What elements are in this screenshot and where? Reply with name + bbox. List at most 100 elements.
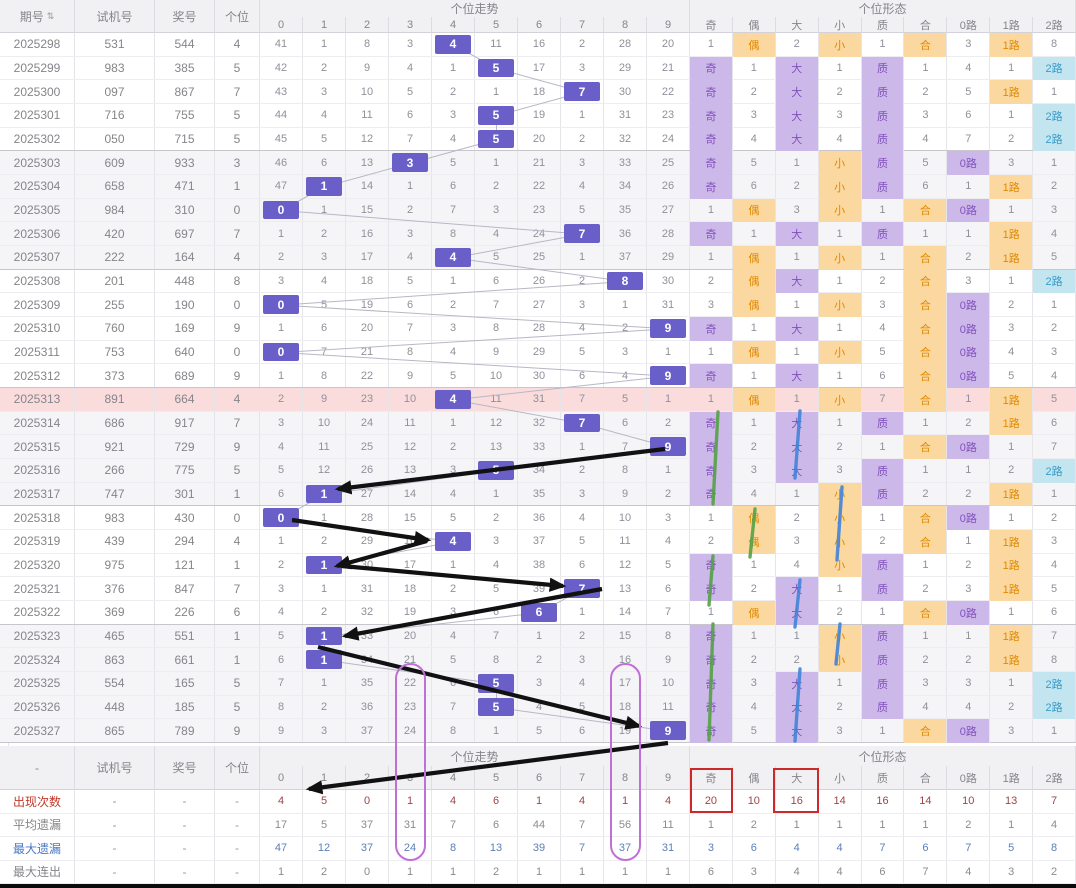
trend-cell [647,435,690,458]
pattern-active-cell: 0路 [947,151,991,175]
summary-trend-value: 31 [389,813,432,836]
pattern-active-cell: 大 [775,364,819,388]
summary-pattern-value: 1 [990,813,1034,836]
period-column-header[interactable]: 期号 ⇅ [0,0,75,33]
trend-highlight-cell: 1 [306,555,342,575]
trend-cell: 18 [346,269,389,293]
trend-cell: 5 [561,695,604,719]
summary-pattern-col-header: 2路 [1033,766,1076,790]
trend-cell: 2 [561,33,604,56]
table-row: 2025327 865 789 9 9 3 37 24 8 1 5 6 19 奇 5 大 3 1 合 0路 3 1 [0,719,1076,743]
prize-number-cell: 385 [155,56,215,80]
trend-cell: 24 [346,411,389,435]
trend-cell: 2 [561,127,604,151]
period-cell: 2025326 [0,695,75,719]
summary-corner-header: - [0,746,75,790]
summary-pattern-value: 10 [733,790,776,813]
pattern-active-cell: 大 [775,104,819,128]
pattern-active-cell: 1路 [990,246,1034,270]
pattern-cell: 1 [862,198,905,222]
trend-cell: 11 [647,695,690,719]
trend-cell: 5 [432,364,475,387]
pattern-cell: 1 [690,506,733,529]
trend-cell: 6 [389,104,432,127]
trend-cell: 11 [604,530,647,553]
pattern-active-cell: 大 [775,695,819,720]
prize-number-cell: 640 [155,340,215,364]
pattern-cell: 4 [862,317,905,340]
summary-pattern-value: 1 [776,813,819,836]
trend-cell: 31 [346,577,389,600]
trend-cell: 4 [260,435,303,458]
pattern-active-cell: 偶 [732,601,776,625]
pattern-active-cell: 2路 [1033,104,1076,128]
pattern-active-cell: 0路 [947,340,991,365]
pattern-cell: 2 [776,648,819,671]
pattern-cell: 1 [690,198,733,222]
trend-cell: 3 [475,530,518,553]
trend-cell: 22 [647,80,690,103]
summary-trend-value: 8 [432,837,475,860]
pattern-active-cell: 奇 [690,435,733,459]
pattern-cell: 2 [990,459,1034,482]
summary-pattern-value: 3 [990,860,1034,883]
summary-pattern-value: 1 [819,813,862,836]
trend-cell [561,222,604,245]
trend-cell: 5 [389,269,432,293]
pattern-active-cell: 2路 [1033,269,1076,294]
trend-cell: 27 [346,482,389,506]
trend-cell: 1 [432,411,475,435]
summary-row: 最大连出 - - -1 2 0 1 1 2 1 1 1 1 6 3 4 4 6 7 4 3 2 [0,860,1076,884]
trend-cell: 30 [518,364,561,387]
trend-col-header: 6 [518,17,561,33]
pattern-active-cell: 奇 [690,317,733,341]
pattern-active-cell: 1路 [990,175,1034,199]
pattern-active-cell: 合 [904,246,948,270]
trend-cell: 5 [647,553,690,577]
pattern-cell: 3 [904,672,948,695]
trend-cell: 3 [561,648,604,671]
trend-cell: 12 [604,553,647,577]
pattern-cell: 1 [1033,719,1076,742]
summary-pattern-value: 6 [690,860,733,883]
pattern-active-cell: 质 [861,80,905,104]
trend-cell: 19 [346,293,389,316]
prize-number-cell: 551 [155,624,215,648]
pattern-active-cell: 合 [904,719,948,743]
pattern-cell: 4 [947,56,991,80]
trend-cell [561,80,604,103]
pattern-active-cell: 小 [818,624,862,649]
summary-trend-value: 2 [303,860,346,883]
trend-cell: 31 [518,388,561,411]
pattern-cell: 1 [733,624,776,648]
trend-cell: 33 [346,624,389,648]
period-cell: 2025298 [0,33,75,56]
trend-cell: 23 [389,695,432,719]
trend-cell: 10 [475,364,518,387]
pattern-active-cell: 1路 [990,482,1034,507]
pattern-active-cell: 偶 [732,388,776,412]
pattern-cell: 5 [947,80,991,103]
pattern-active-cell: 质 [861,127,905,152]
trend-cell: 6 [389,293,432,316]
test-number-cell: 531 [75,33,155,56]
trend-cell: 1 [260,222,303,245]
test-number-cell: 983 [75,56,155,80]
trend-cell: 35 [518,482,561,506]
pattern-cell: 6 [733,175,776,198]
pattern-active-cell: 大 [775,411,819,436]
trend-cell: 2 [260,246,303,269]
pattern-col-header: 小 [818,17,862,33]
summary-trend-value: 4 [647,790,690,813]
sort-icon[interactable]: ⇅ [46,10,55,21]
pattern-cell: 8 [1033,33,1076,56]
summary-trend-col-header: 8 [604,766,647,790]
trend-cell: 2 [561,459,604,482]
pattern-cell: 2 [947,411,991,435]
table-row: 2025320 975 121 1 2 30 17 1 4 38 6 12 5 奇 1 4 小质 1 2 1路 4 [0,553,1076,578]
period-cell: 2025304 [0,175,75,198]
pattern-active-cell: 小 [818,340,862,365]
trend-highlight-cell: 0 [263,200,299,220]
trend-cell: 4 [647,530,690,553]
test-number-cell: 050 [75,127,155,151]
